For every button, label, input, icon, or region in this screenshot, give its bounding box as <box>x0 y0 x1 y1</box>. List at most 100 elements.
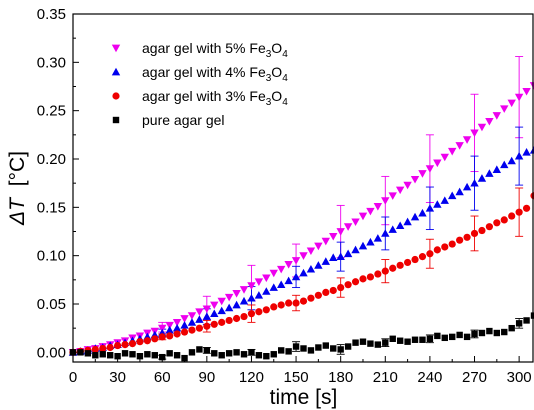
data-point-triangle-up <box>276 280 286 289</box>
data-point-triangle-up <box>299 268 308 277</box>
data-point-triangle-up <box>485 169 494 177</box>
data-point-circle <box>396 261 404 269</box>
data-point-square <box>337 346 344 353</box>
data-point-circle <box>262 306 270 314</box>
data-point-square <box>396 337 404 344</box>
data-point-square <box>211 350 218 357</box>
data-point-square <box>136 353 144 360</box>
data-point-triangle-up <box>410 212 420 221</box>
data-point-triangle-down <box>336 228 345 236</box>
data-point-triangle-down <box>321 237 331 246</box>
data-point-triangle-down <box>202 305 212 314</box>
data-point-triangle-down <box>232 290 241 298</box>
data-point-triangle-down <box>507 99 516 108</box>
x-tick-label: 90 <box>198 369 215 386</box>
data-point-square <box>99 351 106 358</box>
data-point-triangle-up <box>366 237 375 246</box>
data-point-triangle-down <box>217 297 226 306</box>
x-tick-label: 30 <box>109 369 126 386</box>
data-point-square <box>315 344 322 351</box>
data-point-triangle-up <box>321 257 331 265</box>
data-point-square <box>106 352 114 359</box>
data-point-circle <box>188 326 196 334</box>
data-point-square <box>389 335 396 342</box>
y-tick-label: 0.20 <box>37 151 66 168</box>
data-point-square <box>188 349 196 356</box>
data-point-circle <box>493 219 501 227</box>
data-point-square <box>196 346 203 353</box>
data-point-square <box>359 338 367 345</box>
data-point-triangle-up <box>329 253 338 261</box>
data-point-circle <box>329 286 337 295</box>
legend-subscript: 4 <box>282 73 288 84</box>
legend-label: agar gel with 5% Fe3O4 <box>142 40 288 60</box>
data-point-triangle-down <box>522 87 531 96</box>
data-point-square <box>523 317 530 324</box>
y-axis-symbol: ΔT <box>6 196 29 226</box>
data-point-triangle-down <box>351 218 360 227</box>
data-point-triangle-down <box>262 274 271 283</box>
data-point-circle <box>456 236 464 244</box>
data-point-circle <box>515 208 523 216</box>
data-point-square <box>404 338 411 345</box>
data-point-triangle-up <box>172 323 182 332</box>
data-point-triangle-down <box>210 301 219 310</box>
data-point-square <box>270 351 277 358</box>
data-point-circle <box>180 328 189 336</box>
data-point-triangle-down <box>433 159 442 168</box>
data-point-triangle-up <box>477 174 487 182</box>
x-tick-label: 180 <box>328 369 353 386</box>
data-point-triangle-down <box>254 278 264 286</box>
y-tick-label: 0.15 <box>37 199 66 216</box>
data-point-triangle-down <box>111 44 121 53</box>
data-point-triangle-up <box>306 265 316 273</box>
data-point-circle <box>91 345 99 354</box>
data-point-triangle-down <box>306 247 316 256</box>
data-point-circle <box>99 344 107 353</box>
data-point-triangle-down <box>455 142 464 150</box>
data-point-circle <box>136 338 144 346</box>
y-axis-unit: [°C] <box>6 151 29 186</box>
data-point-circle <box>285 299 293 307</box>
x-axis-title: time [s] <box>270 386 338 409</box>
data-point-triangle-down <box>239 286 249 294</box>
data-point-triangle-up <box>388 225 397 233</box>
data-point-triangle-down <box>492 112 502 120</box>
data-point-circle <box>389 264 397 272</box>
data-point-triangle-up <box>291 272 301 281</box>
data-point-circle <box>225 316 233 325</box>
data-point-triangle-down <box>314 242 323 251</box>
data-point-triangle-up <box>455 187 464 196</box>
data-point-triangle-up <box>358 241 368 250</box>
data-point-circle <box>218 318 226 326</box>
y-tick-label: 0.05 <box>37 296 66 313</box>
data-point-triangle-up <box>433 200 442 208</box>
x-tick-label: 210 <box>373 369 398 386</box>
data-point-triangle-down <box>180 315 189 323</box>
data-point-triangle-up <box>507 156 516 165</box>
data-point-triangle-up <box>373 234 383 242</box>
data-point-square <box>240 351 248 358</box>
data-point-circle <box>485 223 493 231</box>
data-point-square <box>463 333 471 341</box>
data-point-circle <box>433 246 441 254</box>
y-tick-label: 0.10 <box>37 248 66 265</box>
data-point-circle <box>441 243 449 251</box>
data-point-square <box>478 329 486 337</box>
data-point-circle <box>463 233 471 241</box>
data-point-square <box>114 353 121 360</box>
data-point-circle <box>166 332 174 340</box>
data-point-triangle-up <box>500 160 509 169</box>
data-point-triangle-up <box>395 221 405 230</box>
data-point-triangle-down <box>299 252 308 260</box>
data-point-square <box>159 353 166 361</box>
data-point-triangle-up <box>180 321 189 329</box>
data-point-triangle-down <box>269 269 278 278</box>
data-point-triangle-up <box>254 291 264 299</box>
data-point-triangle-up <box>343 249 353 258</box>
y-tick-label: 0.30 <box>37 54 66 71</box>
data-point-triangle-down <box>477 123 487 132</box>
data-point-triangle-down <box>366 207 375 216</box>
data-point-triangle-up <box>314 261 323 269</box>
